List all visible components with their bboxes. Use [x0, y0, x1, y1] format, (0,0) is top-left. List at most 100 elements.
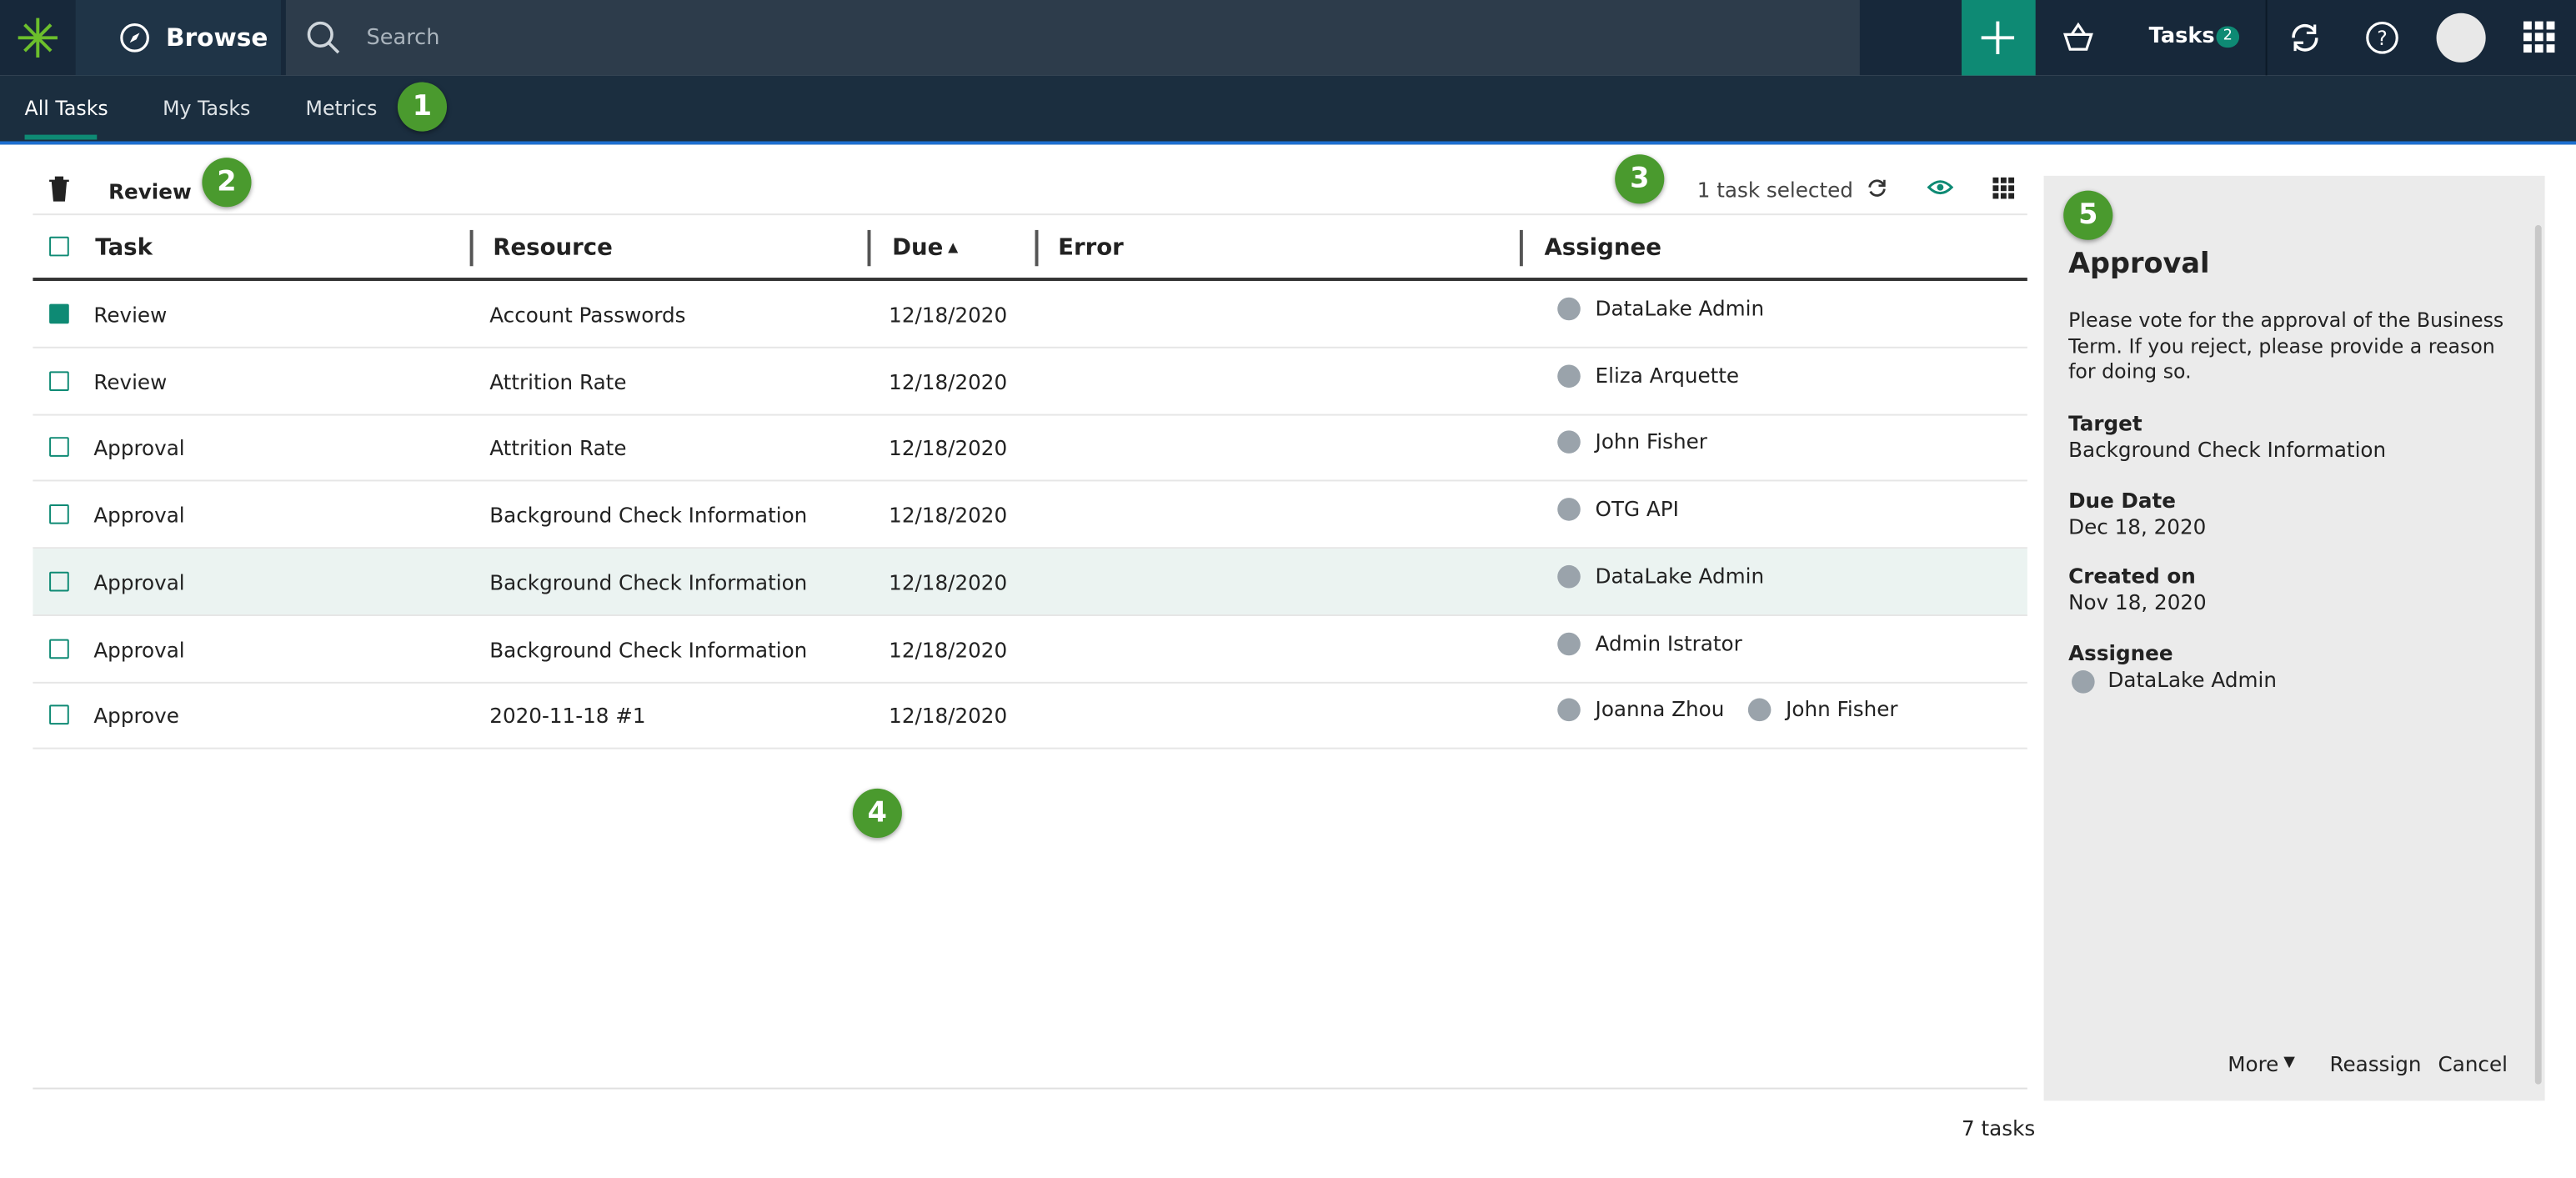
details-description: Please vote for the approval of the Busi…: [2068, 308, 2504, 383]
due-cell: 12/18/2020: [889, 302, 1008, 328]
field-value: Background Check Information: [2068, 437, 2387, 462]
plus-icon: [1981, 21, 2015, 55]
sync-icon[interactable]: [2287, 20, 2323, 56]
search-icon: [307, 21, 340, 54]
delete-icon[interactable]: [48, 176, 71, 203]
tasks-count: 2: [2216, 26, 2240, 48]
column-header[interactable]: Error: [1058, 234, 1124, 262]
assignee-avatar: [1557, 564, 1581, 589]
details-panel: [2043, 175, 2545, 1101]
user-avatar[interactable]: [2436, 13, 2486, 63]
field-label: Assignee: [2068, 640, 2173, 666]
assignee-avatar: [1557, 631, 1581, 655]
row-checkbox[interactable]: [49, 638, 69, 659]
more-button[interactable]: More: [2228, 1051, 2279, 1076]
tab[interactable]: All Tasks: [24, 97, 108, 120]
logo[interactable]: [15, 15, 61, 61]
assignee-name: John Fisher: [1786, 696, 1898, 722]
callout: 1: [397, 82, 448, 132]
svg-text:?: ?: [2377, 27, 2388, 50]
tasks-button[interactable]: Tasks: [2148, 24, 2215, 50]
compass-icon: [120, 23, 149, 53]
assignee-avatar: [1557, 363, 1581, 388]
scrollbar: [2534, 224, 2542, 1085]
cancel-button[interactable]: Cancel: [2438, 1051, 2508, 1076]
resource-cell: 2020-11-18 #1: [489, 703, 646, 729]
table-row[interactable]: [33, 615, 2027, 683]
table-row[interactable]: [33, 281, 2027, 348]
assignee-avatar: [2072, 670, 2095, 694]
reassign-button[interactable]: Reassign: [2329, 1051, 2422, 1076]
task-cell: Approval: [93, 636, 185, 662]
row-checkbox[interactable]: [49, 437, 69, 458]
task-count: 7 tasks: [1962, 1115, 2036, 1140]
browse-label[interactable]: Browse: [166, 23, 268, 53]
toolbar-rule: [33, 213, 2027, 216]
assignee-avatar: [1557, 297, 1581, 321]
columns-icon[interactable]: [1991, 176, 2016, 201]
resource-cell: Background Check Information: [489, 503, 808, 528]
assignee-name: John Fisher: [1595, 429, 1707, 454]
callout: 4: [852, 788, 902, 839]
tab-bar: [0, 75, 2576, 145]
assignee-name: Admin Istrator: [1595, 629, 1742, 655]
resource-cell: Account Passwords: [489, 302, 686, 328]
assignee-name: DataLake Admin: [1595, 295, 1765, 321]
column-header[interactable]: Resource: [493, 234, 613, 262]
callout: 5: [2063, 190, 2113, 240]
column-header[interactable]: Assignee: [1544, 234, 1661, 262]
row-checkbox[interactable]: [49, 370, 69, 391]
select-all-checkbox[interactable]: [49, 236, 69, 257]
toolbar-title: Review: [108, 178, 192, 204]
field-value: Dec 18, 2020: [2068, 514, 2207, 539]
assignee-avatar: [1557, 431, 1581, 454]
browse-button[interactable]: [75, 0, 281, 76]
column-header[interactable]: Task: [95, 234, 153, 262]
due-cell: 12/18/2020: [889, 368, 1008, 394]
row-checkbox[interactable]: [49, 704, 69, 725]
view-icon[interactable]: [1927, 178, 1954, 198]
task-cell: Approval: [93, 569, 185, 594]
field-label: Target: [2068, 410, 2142, 436]
resource-cell: Attrition Rate: [489, 436, 627, 461]
task-cell: Review: [93, 302, 168, 328]
field-label: Due Date: [2068, 487, 2176, 513]
column-header[interactable]: Due: [892, 234, 944, 262]
search-box[interactable]: [285, 0, 1860, 76]
column-divider: [469, 229, 473, 267]
column-divider: [1519, 229, 1522, 267]
row-checkbox[interactable]: [49, 504, 69, 524]
table-row[interactable]: [33, 348, 2027, 415]
assignee-avatar: [1557, 698, 1581, 722]
table-row[interactable]: [33, 482, 2027, 549]
basket-icon[interactable]: [2062, 22, 2094, 54]
search-placeholder: Search: [366, 26, 440, 52]
task-cell: Approve: [93, 703, 179, 729]
divider: [2265, 0, 2268, 76]
help-icon[interactable]: ?: [2364, 20, 2400, 56]
field-label: Created on: [2068, 564, 2196, 589]
row-checkbox[interactable]: [49, 571, 69, 592]
table-row[interactable]: [33, 682, 2027, 750]
assignee-avatar: [1557, 498, 1581, 521]
table-row[interactable]: [33, 548, 2027, 616]
table-row[interactable]: [33, 414, 2027, 483]
details-title: Approval: [2068, 248, 2210, 281]
assignee-name: Eliza Arquette: [1595, 362, 1740, 388]
row-checkbox[interactable]: [49, 303, 69, 324]
footer-rule: [33, 1087, 2027, 1090]
tab-underline: [24, 134, 98, 140]
due-cell: 12/18/2020: [889, 636, 1008, 662]
sort-icon[interactable]: ▲: [948, 239, 959, 255]
tab[interactable]: Metrics: [305, 97, 378, 120]
tab[interactable]: My Tasks: [163, 97, 251, 120]
assignee-name: DataLake Admin: [1595, 563, 1765, 589]
due-cell: 12/18/2020: [889, 436, 1008, 461]
field-value: Nov 18, 2020: [2068, 590, 2207, 615]
column-divider: [1035, 229, 1038, 267]
refresh-icon[interactable]: [1865, 176, 1890, 201]
resource-cell: Attrition Rate: [489, 368, 627, 394]
apps-icon[interactable]: [2522, 20, 2558, 56]
